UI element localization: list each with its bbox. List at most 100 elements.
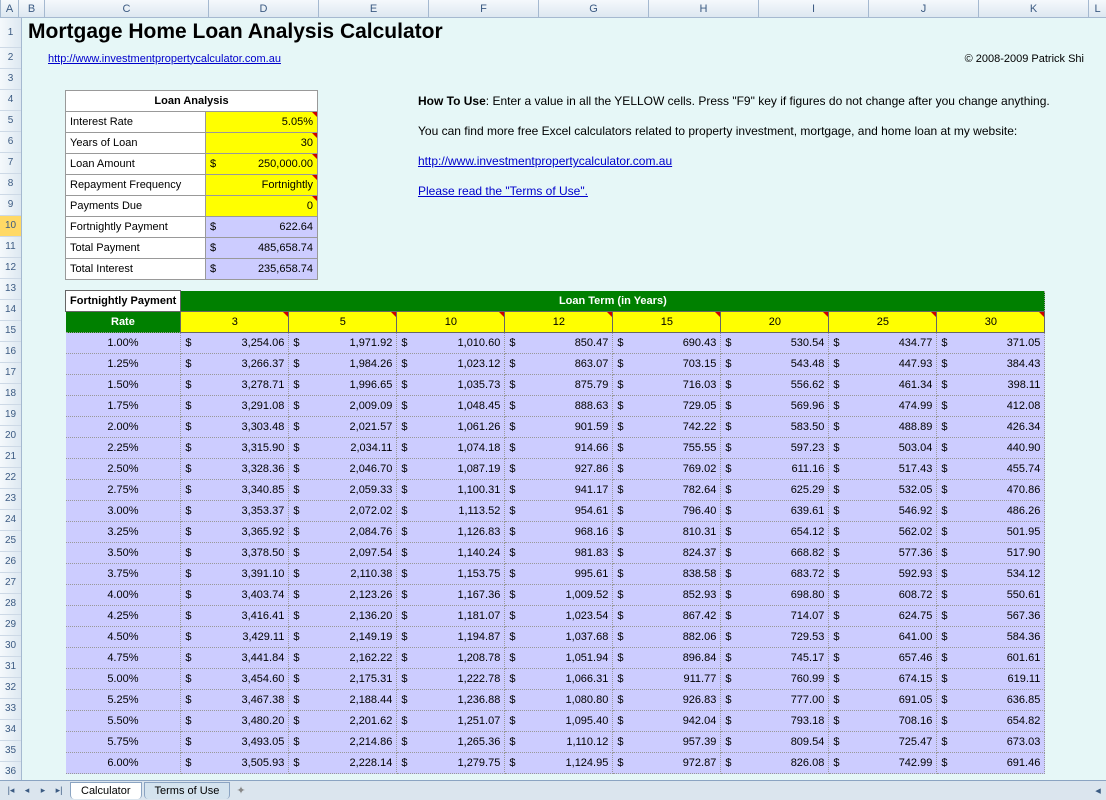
payment-cell: $2,046.70 <box>289 459 397 480</box>
col-header-E[interactable]: E <box>319 0 429 17</box>
row-header-5[interactable]: 5 <box>0 111 21 132</box>
row-header-18[interactable]: 18 <box>0 384 21 405</box>
row-header-19[interactable]: 19 <box>0 405 21 426</box>
new-sheet-icon[interactable]: ✦ <box>232 784 249 797</box>
row-header-34[interactable]: 34 <box>0 720 21 741</box>
loan-value[interactable]: 30 <box>206 133 318 154</box>
payment-cell: $3,353.37 <box>181 501 289 522</box>
tab-terms[interactable]: Terms of Use <box>144 782 231 799</box>
website-link[interactable]: http://www.investmentpropertycalculator.… <box>48 53 281 65</box>
loan-value[interactable]: 5.05% <box>206 112 318 133</box>
row-header-9[interactable]: 9 <box>0 195 21 216</box>
tab-calculator[interactable]: Calculator <box>70 782 142 799</box>
col-header-B[interactable]: B <box>19 0 45 17</box>
rate-cell: 2.50% <box>66 459 181 480</box>
howto-link2[interactable]: Please read the "Terms of Use". <box>418 184 588 198</box>
col-header-J[interactable]: J <box>869 0 979 17</box>
tab-nav-prev-icon[interactable]: ◂ <box>20 784 34 798</box>
loan-value: $622.64 <box>206 217 318 238</box>
col-header-L[interactable]: L <box>1089 0 1106 17</box>
row-header-33[interactable]: 33 <box>0 699 21 720</box>
payment-cell: $1,095.40 <box>505 711 613 732</box>
payment-cell: $1,010.60 <box>397 333 505 354</box>
payment-cell: $810.31 <box>613 522 721 543</box>
payment-cell: $2,149.19 <box>289 627 397 648</box>
payment-cell: $2,034.11 <box>289 438 397 459</box>
payment-cell: $641.00 <box>829 627 937 648</box>
payment-cell: $3,429.11 <box>181 627 289 648</box>
rate-cell: 1.50% <box>66 375 181 396</box>
row-header-4[interactable]: 4 <box>0 90 21 111</box>
row-header-1[interactable]: 1 <box>0 18 21 48</box>
hscroll-left-icon[interactable]: ◂ <box>1090 783 1106 799</box>
payment-cell: $1,009.52 <box>505 585 613 606</box>
payment-cell: $1,100.31 <box>397 480 505 501</box>
row-header-25[interactable]: 25 <box>0 531 21 552</box>
row-header-22[interactable]: 22 <box>0 468 21 489</box>
payment-cell: $3,454.60 <box>181 669 289 690</box>
row-header-11[interactable]: 11 <box>0 237 21 258</box>
payment-cell: $716.03 <box>613 375 721 396</box>
row-header-16[interactable]: 16 <box>0 342 21 363</box>
rate-cell: 6.00% <box>66 753 181 774</box>
payment-cell: $2,021.57 <box>289 417 397 438</box>
payment-cell: $942.04 <box>613 711 721 732</box>
row-header-28[interactable]: 28 <box>0 594 21 615</box>
row-header-32[interactable]: 32 <box>0 678 21 699</box>
col-header-G[interactable]: G <box>539 0 649 17</box>
payment-cell: $1,035.73 <box>397 375 505 396</box>
row-header-24[interactable]: 24 <box>0 510 21 531</box>
tab-nav-next-icon[interactable]: ▸ <box>36 784 50 798</box>
rate-cell: 1.75% <box>66 396 181 417</box>
col-header-H[interactable]: H <box>649 0 759 17</box>
loan-value[interactable]: 0 <box>206 196 318 217</box>
payment-cell: $972.87 <box>613 753 721 774</box>
row-header-14[interactable]: 14 <box>0 300 21 321</box>
loan-value[interactable]: Fortnightly <box>206 175 318 196</box>
row-header-13[interactable]: 13 <box>0 279 21 300</box>
payment-cell: $583.50 <box>721 417 829 438</box>
payment-cell: $597.23 <box>721 438 829 459</box>
row-header-21[interactable]: 21 <box>0 447 21 468</box>
row-header-31[interactable]: 31 <box>0 657 21 678</box>
tab-nav-first-icon[interactable]: |◂ <box>4 784 18 798</box>
row-header-27[interactable]: 27 <box>0 573 21 594</box>
payment-cell: $3,365.92 <box>181 522 289 543</box>
row-header-6[interactable]: 6 <box>0 132 21 153</box>
payment-cell: $3,505.93 <box>181 753 289 774</box>
col-header-K[interactable]: K <box>979 0 1089 17</box>
col-header-A[interactable]: A <box>1 0 19 17</box>
col-header-I[interactable]: I <box>759 0 869 17</box>
row-header-23[interactable]: 23 <box>0 489 21 510</box>
loan-label: Repayment Frequency <box>66 175 206 196</box>
rate-cell: 2.00% <box>66 417 181 438</box>
payment-cell: $941.17 <box>505 480 613 501</box>
payment-cell: $2,059.33 <box>289 480 397 501</box>
col-header-F[interactable]: F <box>429 0 539 17</box>
payment-cell: $546.92 <box>829 501 937 522</box>
row-header-15[interactable]: 15 <box>0 321 21 342</box>
worksheet[interactable]: Mortgage Home Loan Analysis Calculator h… <box>22 18 1106 780</box>
row-header-7[interactable]: 7 <box>0 153 21 174</box>
row-header-29[interactable]: 29 <box>0 615 21 636</box>
howto-link1[interactable]: http://www.investmentpropertycalculator.… <box>418 154 672 168</box>
tab-nav-last-icon[interactable]: ▸| <box>52 784 66 798</box>
row-header-30[interactable]: 30 <box>0 636 21 657</box>
payment-cell: $782.64 <box>613 480 721 501</box>
payment-cell: $673.03 <box>937 732 1045 753</box>
row-header-8[interactable]: 8 <box>0 174 21 195</box>
payment-cell: $691.46 <box>937 753 1045 774</box>
row-header-26[interactable]: 26 <box>0 552 21 573</box>
col-header-D[interactable]: D <box>209 0 319 17</box>
row-header-35[interactable]: 35 <box>0 741 21 762</box>
loan-value[interactable]: $250,000.00 <box>206 154 318 175</box>
row-header-12[interactable]: 12 <box>0 258 21 279</box>
payment-cell: $2,084.76 <box>289 522 397 543</box>
payment-cell: $3,467.38 <box>181 690 289 711</box>
row-header-17[interactable]: 17 <box>0 363 21 384</box>
row-header-10[interactable]: 10 <box>0 216 21 237</box>
row-header-3[interactable]: 3 <box>0 69 21 90</box>
row-header-20[interactable]: 20 <box>0 426 21 447</box>
col-header-C[interactable]: C <box>45 0 209 17</box>
row-header-2[interactable]: 2 <box>0 48 21 69</box>
